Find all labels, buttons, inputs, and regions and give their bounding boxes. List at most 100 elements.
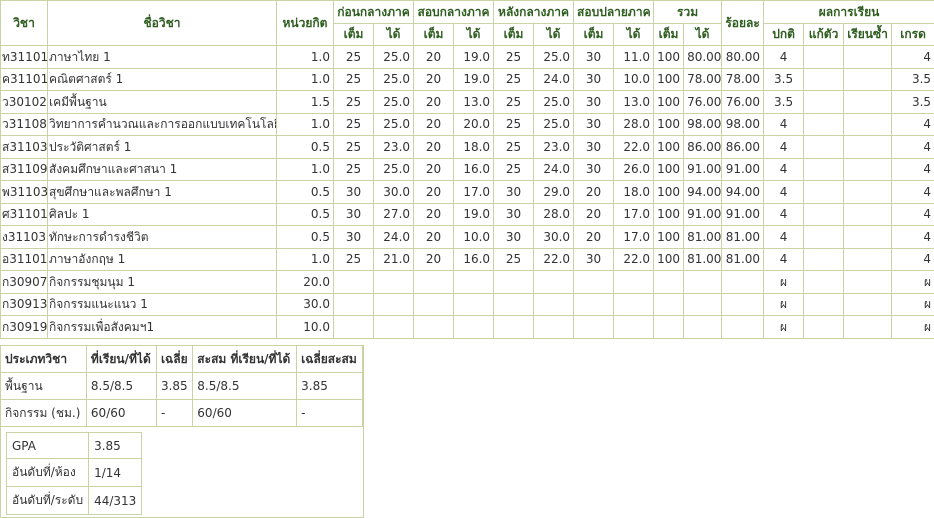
sub-header-full: เต็ม — [494, 23, 534, 46]
result-normal: 4 — [764, 203, 804, 226]
col-result-header: ผลการเรียน — [764, 1, 934, 24]
credit-cell: 1.5 — [277, 91, 334, 114]
sub-header-full: เต็ม — [654, 23, 684, 46]
after-mid-full: 25 — [494, 113, 534, 136]
mid-exam-full — [414, 316, 454, 339]
result-repeat — [844, 226, 892, 249]
before-mid-score: 30.0 — [374, 181, 414, 204]
result-repeat — [844, 316, 892, 339]
subject-code: ส31109 — [1, 158, 48, 181]
before-mid-score — [374, 271, 414, 294]
before-mid-full: 25 — [334, 46, 374, 69]
result-normal: ผ — [764, 271, 804, 294]
credit-cell: 1.0 — [277, 113, 334, 136]
credit-cell: 0.5 — [277, 181, 334, 204]
result-normal: ผ — [764, 316, 804, 339]
subject-name: กิจกรรมชุมนุม 1 — [48, 271, 277, 294]
mid-exam-score: 20.0 — [454, 113, 494, 136]
summary-header: เฉลี่ย — [156, 346, 192, 373]
sub-header-got: ได้ — [534, 23, 574, 46]
final-exam-full: 30 — [574, 91, 614, 114]
subject-name: กิจกรรมเพื่อสังคมฯ1 — [48, 316, 277, 339]
before-mid-full: 30 — [334, 203, 374, 226]
percent-cell: 86.00 — [722, 136, 764, 159]
percent-cell: 80.00 — [722, 46, 764, 69]
before-mid-score: 23.0 — [374, 136, 414, 159]
result-grade: 4 — [892, 203, 934, 226]
subject-code: พ31103 — [1, 181, 48, 204]
after-mid-score: 25.0 — [534, 91, 574, 114]
mid-exam-score: 19.0 — [454, 68, 494, 91]
sub-header-full: เต็ม — [334, 23, 374, 46]
summary-cell: 3.85 — [156, 373, 192, 400]
after-mid-score — [534, 316, 574, 339]
after-mid-full: 30 — [494, 181, 534, 204]
before-mid-score: 25.0 — [374, 91, 414, 114]
percent-cell: 98.00 — [722, 113, 764, 136]
after-mid-full: 25 — [494, 136, 534, 159]
mid-exam-score: 19.0 — [454, 203, 494, 226]
subject-code: ก30907 — [1, 271, 48, 294]
total-score: 81.00 — [684, 226, 722, 249]
result-grade: 3.5 — [892, 91, 934, 114]
before-mid-full: 30 — [334, 181, 374, 204]
before-mid-score: 25.0 — [374, 113, 414, 136]
result-repeat — [844, 46, 892, 69]
mid-exam-full: 20 — [414, 158, 454, 181]
mid-exam-full: 20 — [414, 136, 454, 159]
mid-exam-score: 16.0 — [454, 158, 494, 181]
before-mid-full — [334, 271, 374, 294]
mid-exam-score: 13.0 — [454, 91, 494, 114]
col-mid-exam-header: สอบกลางภาค — [414, 1, 494, 24]
percent-cell: 94.00 — [722, 181, 764, 204]
after-mid-full: 25 — [494, 158, 534, 181]
after-mid-full — [494, 316, 534, 339]
sub-header-repeat: เรียนซ้ำ — [844, 23, 892, 46]
credit-cell: 1.0 — [277, 158, 334, 181]
result-grade: 4 — [892, 158, 934, 181]
col-total-header: รวม — [654, 1, 722, 24]
final-exam-full: 30 — [574, 136, 614, 159]
result-fix — [804, 293, 844, 316]
total-score: 98.00 — [684, 113, 722, 136]
result-grade: 4 — [892, 181, 934, 204]
level-rank-row: อันดับที่/ระดับ 44/313 — [7, 487, 142, 515]
result-repeat — [844, 181, 892, 204]
result-grade: ผ — [892, 271, 934, 294]
percent-cell: 91.00 — [722, 203, 764, 226]
result-grade: 4 — [892, 113, 934, 136]
total-full: 100 — [654, 226, 684, 249]
level-rank-value: 44/313 — [89, 487, 142, 515]
after-mid-score: 30.0 — [534, 226, 574, 249]
mid-exam-score: 10.0 — [454, 226, 494, 249]
result-normal: 4 — [764, 113, 804, 136]
subject-code: ก30919 — [1, 316, 48, 339]
summary-header-row: ประเภทวิชา ที่เรียน/ที่ได้ เฉลี่ย สะสม ท… — [1, 346, 363, 373]
col-before-mid-header: ก่อนกลางภาค — [334, 1, 414, 24]
sub-header-got: ได้ — [374, 23, 414, 46]
summary-cell: 8.5/8.5 — [193, 373, 297, 400]
result-normal: 3.5 — [764, 68, 804, 91]
result-fix — [804, 46, 844, 69]
summary-header: ที่เรียน/ที่ได้ — [86, 346, 156, 373]
before-mid-full: 25 — [334, 248, 374, 271]
subject-code: ว31108 — [1, 113, 48, 136]
final-exam-score: 22.0 — [614, 248, 654, 271]
total-score: 76.00 — [684, 91, 722, 114]
subject-name: สังคมศึกษาและศาสนา 1 — [48, 158, 277, 181]
total-full: 100 — [654, 68, 684, 91]
after-mid-score: 23.0 — [534, 136, 574, 159]
mid-exam-full: 20 — [414, 203, 454, 226]
sub-header-full: เต็ม — [414, 23, 454, 46]
sub-header-grade: เกรด — [892, 23, 934, 46]
final-exam-score — [614, 293, 654, 316]
total-full: 100 — [654, 248, 684, 271]
result-repeat — [844, 158, 892, 181]
total-full: 100 — [654, 113, 684, 136]
final-exam-score: 18.0 — [614, 181, 654, 204]
subject-name: ภาษาไทย 1 — [48, 46, 277, 69]
subject-name: คณิตศาสตร์ 1 — [48, 68, 277, 91]
